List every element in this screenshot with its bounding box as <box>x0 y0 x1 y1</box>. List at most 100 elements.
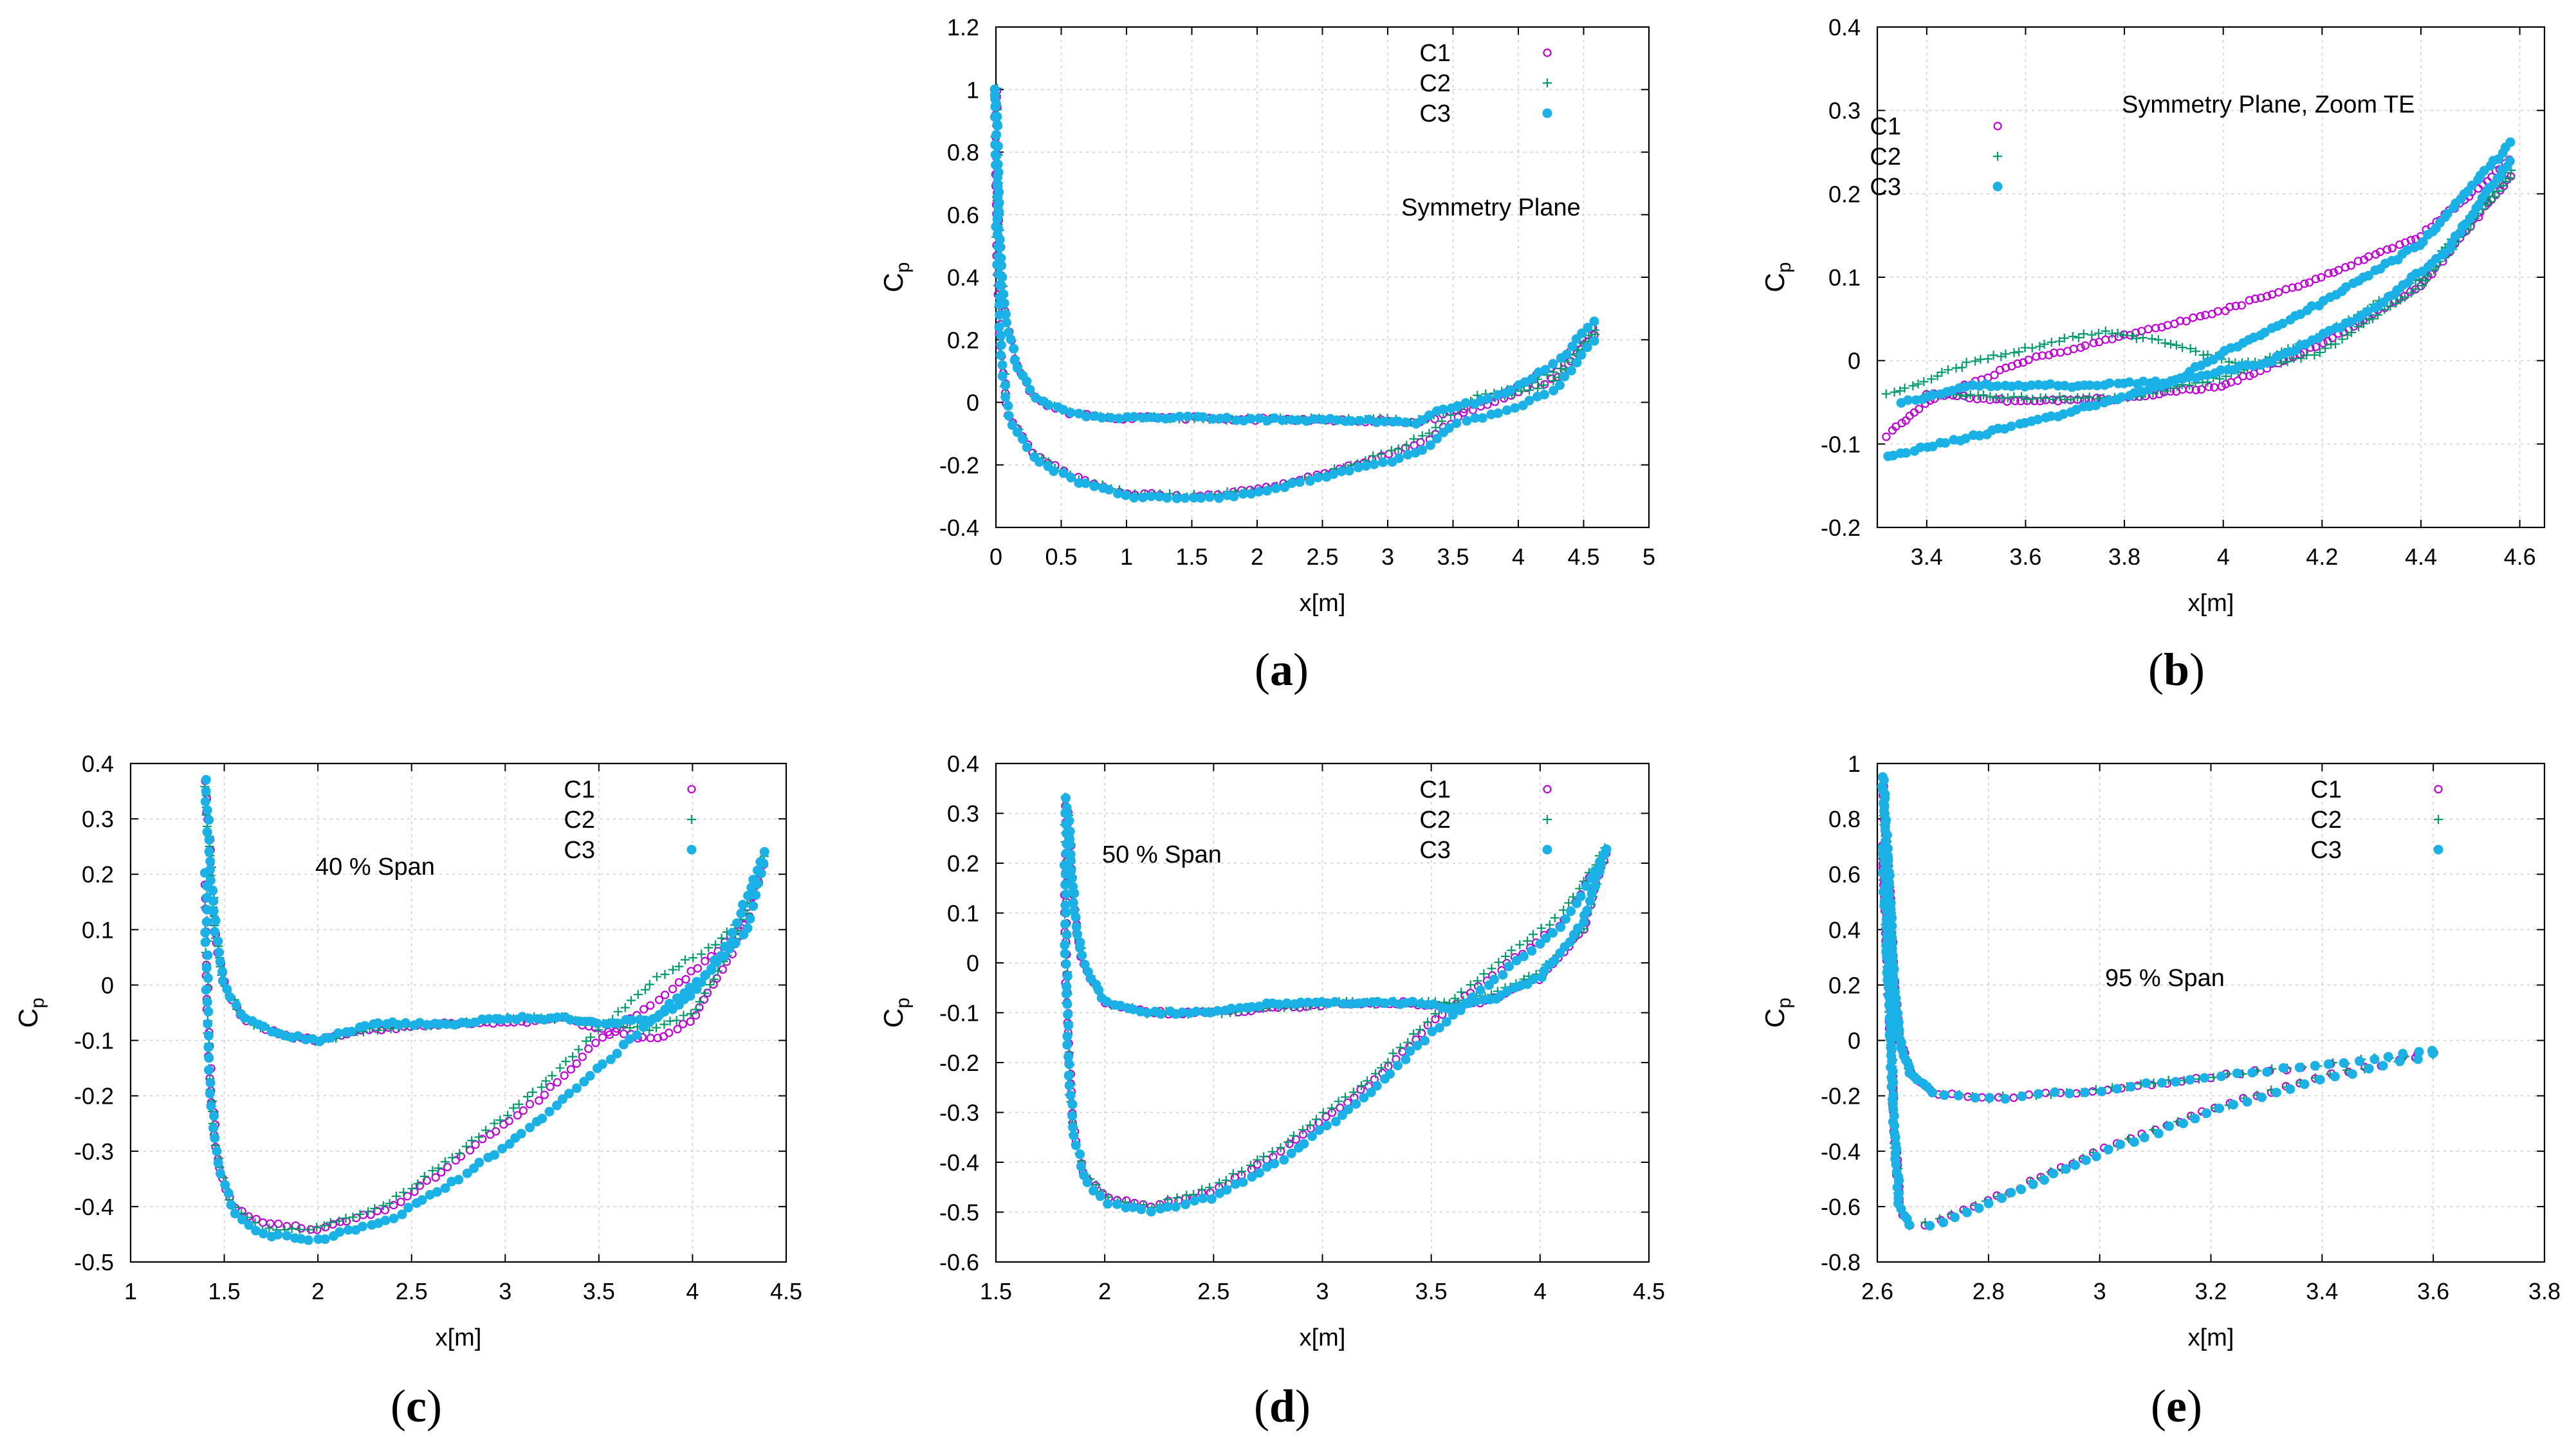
y-tick-label: 0 <box>101 972 114 998</box>
y-tick-label: 0.2 <box>1828 972 1861 998</box>
data-point <box>360 1021 370 1031</box>
data-point <box>1071 1140 1081 1151</box>
data-point <box>555 1063 565 1073</box>
data-point <box>1097 413 1107 423</box>
data-point <box>1347 416 1357 426</box>
data-point <box>1063 1070 1074 1081</box>
data-point <box>1926 374 1936 384</box>
series-c2 <box>990 84 1600 502</box>
data-point <box>627 1015 637 1025</box>
data-point <box>1065 1090 1076 1101</box>
data-point <box>2190 1113 2200 1124</box>
data-point <box>259 1218 268 1227</box>
y-tick-label: -0.2 <box>939 452 979 479</box>
data-point <box>537 1083 546 1092</box>
y-tick-label: -0.6 <box>939 1249 979 1275</box>
data-point <box>202 893 212 903</box>
data-point <box>1566 365 1576 376</box>
data-point <box>989 90 1000 100</box>
data-point <box>1528 974 1538 984</box>
data-point <box>2299 1079 2310 1090</box>
x-tick-label: 4.4 <box>2405 544 2437 570</box>
y-tick-label: -0.2 <box>1821 515 1861 541</box>
data-point <box>328 1220 337 1229</box>
data-point <box>2353 257 2362 266</box>
data-point <box>993 181 1003 192</box>
data-point <box>695 997 704 1007</box>
data-point <box>422 1019 432 1030</box>
data-point <box>200 937 210 947</box>
data-point <box>1900 383 1909 393</box>
data-point <box>1524 396 1534 406</box>
data-point <box>738 900 748 910</box>
panel-label-d: (d) <box>1253 1380 1311 1432</box>
plot-frame <box>129 762 787 1263</box>
data-point <box>2346 261 2355 270</box>
data-point <box>417 1195 427 1205</box>
data-point <box>2189 313 2198 322</box>
data-point <box>700 971 710 981</box>
series-c1 <box>990 86 1599 502</box>
data-point <box>2182 316 2191 325</box>
y-tick-label: -0.5 <box>74 1249 114 1275</box>
data-point <box>2091 1151 2101 1162</box>
data-point <box>1095 1191 1105 1202</box>
data-point <box>605 1054 616 1065</box>
x-tick-label: 4 <box>1512 544 1525 570</box>
data-point <box>2191 347 2200 356</box>
data-point <box>1062 1039 1072 1050</box>
data-point <box>1394 453 1404 463</box>
data-point <box>440 1157 450 1167</box>
data-point <box>1229 491 1239 502</box>
data-point <box>2153 1128 2164 1138</box>
data-point <box>993 210 1003 220</box>
data-point <box>1180 493 1190 503</box>
data-point <box>1417 415 1427 425</box>
data-point <box>334 1216 344 1226</box>
data-point <box>996 340 1006 351</box>
data-point <box>709 974 719 984</box>
data-point <box>1565 937 1575 947</box>
data-point <box>2317 273 2326 282</box>
data-point <box>223 1188 234 1198</box>
data-point <box>2359 319 2368 329</box>
data-point <box>1259 1152 1269 1162</box>
data-point <box>659 1019 669 1029</box>
data-point <box>997 371 1007 381</box>
data-point <box>2196 312 2205 321</box>
data-point <box>2138 333 2148 342</box>
data-point <box>598 1033 607 1042</box>
data-point <box>1572 358 1582 368</box>
data-point <box>640 985 650 994</box>
data-point <box>1576 350 1587 360</box>
data-point <box>1589 336 1599 346</box>
data-point <box>2084 392 2094 402</box>
data-point <box>697 949 706 959</box>
data-point <box>1461 998 1471 1009</box>
data-point <box>201 985 211 995</box>
data-point <box>2074 333 2084 342</box>
data-point <box>462 1168 472 1178</box>
data-point <box>2231 302 2240 311</box>
data-point <box>605 1030 614 1039</box>
data-point <box>1197 1185 1207 1194</box>
data-point <box>685 982 695 992</box>
y-tick-label: 0.2 <box>947 850 979 877</box>
x-tick-label: 2.5 <box>396 1278 428 1304</box>
data-point <box>201 963 212 973</box>
data-point <box>1061 793 1071 803</box>
data-point <box>1222 1185 1232 1195</box>
data-point <box>597 1059 607 1070</box>
data-point <box>1003 401 1013 411</box>
y-tick-label: -0.1 <box>1821 431 1861 457</box>
data-point <box>1104 484 1114 495</box>
data-point <box>2006 1187 2016 1198</box>
data-point <box>1997 1193 2007 1203</box>
data-point <box>2185 344 2195 354</box>
data-point <box>993 191 1003 201</box>
data-point <box>2467 180 2477 190</box>
data-point <box>1170 1202 1181 1212</box>
data-point <box>2341 262 2350 272</box>
data-point <box>373 1018 383 1028</box>
data-point <box>2274 288 2283 297</box>
